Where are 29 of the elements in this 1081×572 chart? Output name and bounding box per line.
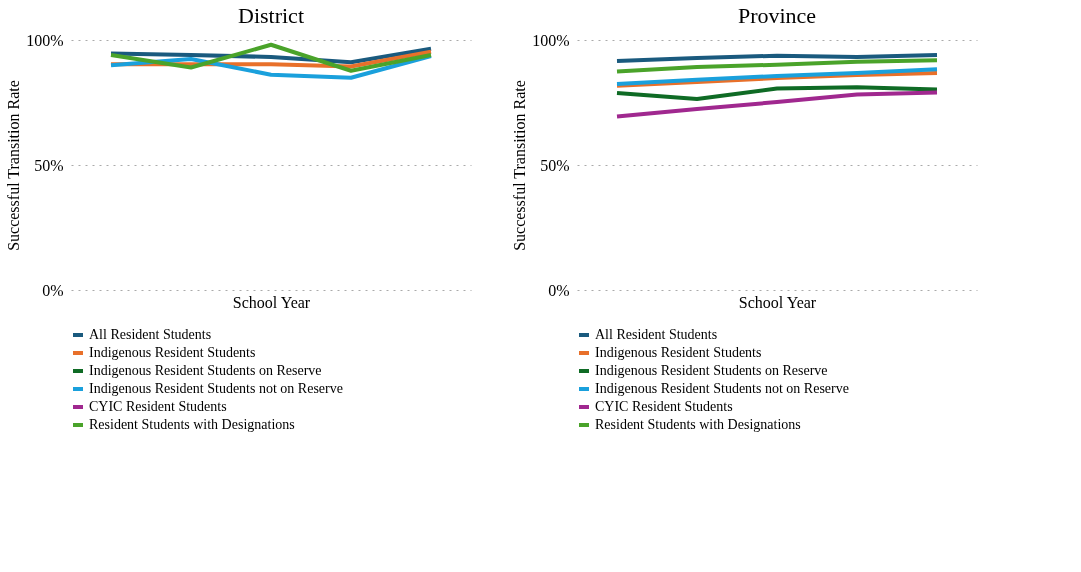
line-series (615, 85, 939, 101)
legend-label: Indigenous Resident Students on Reserve (595, 363, 828, 378)
legend-label: Resident Students with Designations (595, 417, 801, 432)
legend-label: Indigenous Resident Students on Reserve (89, 363, 322, 378)
line-series (615, 67, 939, 86)
legend-label: Indigenous Resident Students (595, 345, 762, 360)
y-tick-label: 100% (26, 31, 64, 49)
legend-label: Indigenous Resident Students not on Reserve (595, 381, 849, 396)
y-tick-label: 50% (34, 156, 64, 174)
y-axis-title: Successful Transition Rate (511, 80, 529, 251)
x-axis-title: School Year (232, 293, 311, 311)
legend-label: CYIC Resident Students (595, 399, 733, 414)
chart-title: Province (737, 3, 817, 28)
legend-label: CYIC Resident Students (89, 399, 227, 414)
y-tick-label: 50% (540, 156, 570, 174)
y-tick-label: 0% (548, 281, 570, 299)
line-series (109, 42, 433, 73)
chart-title: District (238, 3, 304, 28)
legend-label: Indigenous Resident Students not on Reserve (89, 381, 343, 396)
y-tick-label: 0% (42, 281, 64, 299)
line-series (615, 58, 939, 74)
x-axis-title: School Year (738, 293, 817, 311)
legend-label: Resident Students with Designations (89, 417, 295, 432)
y-axis-title: Successful Transition Rate (5, 80, 23, 251)
legend-label: All Resident Students (595, 327, 718, 342)
line-series (615, 90, 939, 119)
legend-label: All Resident Students (89, 327, 212, 342)
legend-label: Indigenous Resident Students (89, 345, 256, 360)
y-tick-label: 100% (532, 31, 570, 49)
